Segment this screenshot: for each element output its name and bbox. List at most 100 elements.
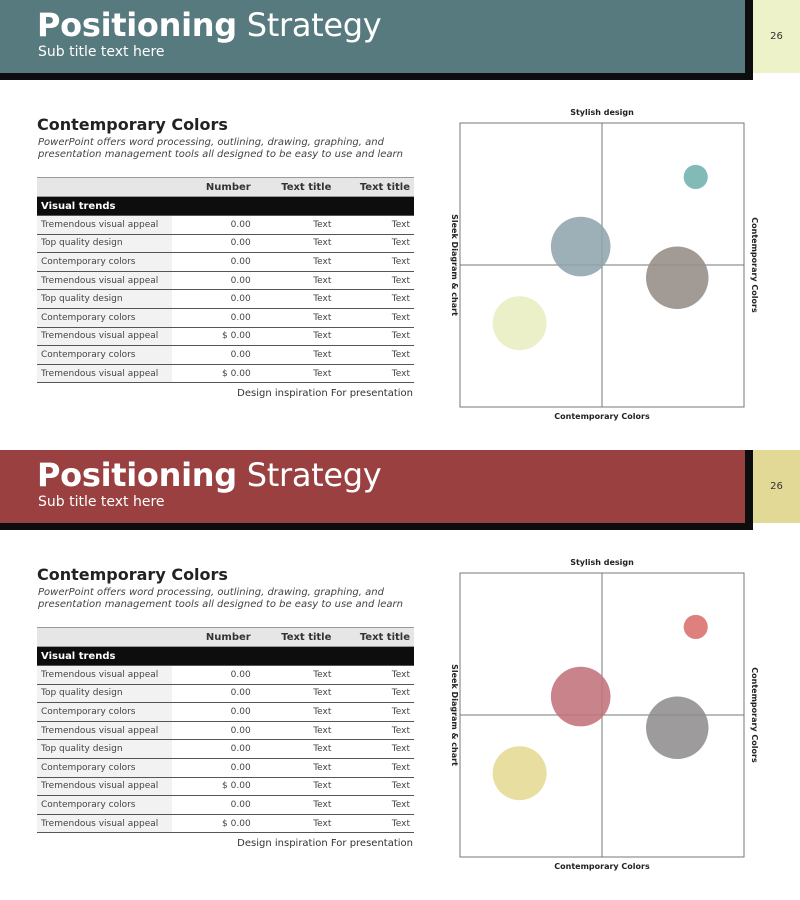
table-cell: Text bbox=[335, 721, 414, 741]
table-cell: Top quality design bbox=[37, 234, 172, 254]
table-cell: Text bbox=[335, 234, 414, 254]
table-cell: Text bbox=[254, 814, 336, 834]
table-row: Contemporary colors 0.00 Text Text bbox=[37, 252, 414, 272]
table-cell: Text bbox=[335, 777, 414, 797]
table-cell: Text bbox=[254, 721, 336, 741]
table-cell: 0.00 bbox=[171, 721, 255, 741]
page-number: 26 bbox=[753, 450, 800, 523]
section-description: PowerPoint offers word processing, outli… bbox=[38, 137, 403, 160]
table-cell: 0.00 bbox=[171, 234, 255, 254]
header-divider bbox=[745, 0, 753, 80]
column-header: Text title bbox=[335, 627, 414, 647]
table-cell: Text bbox=[335, 345, 414, 365]
group-row: Visual trends bbox=[37, 646, 414, 666]
title-bold: Positioning bbox=[37, 456, 237, 494]
table-cell: 0.00 bbox=[171, 665, 255, 685]
table-cell: Text bbox=[254, 252, 336, 272]
table-cell: Text bbox=[335, 327, 414, 347]
data-table: Number Text title Text title Visual trends T… bbox=[37, 177, 414, 384]
slide-header: Positioning Strategy Sub title text here bbox=[0, 0, 745, 73]
slide-subtitle: Sub title text here bbox=[38, 494, 165, 510]
table-cell: Text bbox=[254, 289, 336, 309]
axis-label-left: Sleek Diagram & chart bbox=[450, 664, 459, 766]
table-row: Tremendous visual appeal 0.00 Text Text bbox=[37, 665, 414, 685]
table-cell: Text bbox=[254, 758, 336, 778]
table-row: Tremendous visual appeal 0.00 Text Text bbox=[37, 271, 414, 291]
table-cell: Text bbox=[254, 327, 336, 347]
table-row: Contemporary colors 0.00 Text Text bbox=[37, 702, 414, 722]
bubble-1 bbox=[683, 164, 708, 190]
group-row: Visual trends bbox=[37, 196, 414, 216]
table-cell: Contemporary colors bbox=[37, 702, 172, 722]
table-row: Tremendous visual appeal $ 0.00 Text Text bbox=[37, 327, 414, 347]
axis-label-top: Stylish design bbox=[570, 108, 634, 117]
table-cell: Text bbox=[335, 702, 414, 722]
table-row: Tremendous visual appeal 0.00 Text Text bbox=[37, 721, 414, 741]
axis-label-left: Sleek Diagram & chart bbox=[450, 214, 459, 316]
table-cell: $ 0.00 bbox=[171, 364, 255, 384]
table-cell: Text bbox=[335, 215, 414, 235]
table-cell: Text bbox=[335, 684, 414, 704]
table-cell: Text bbox=[335, 289, 414, 309]
table-cell: 0.00 bbox=[171, 271, 255, 291]
table-cell: Top quality design bbox=[37, 289, 172, 309]
table-cell: Tremendous visual appeal bbox=[37, 814, 172, 834]
column-header bbox=[37, 627, 172, 647]
axis-label-bottom: Contemporary Colors bbox=[554, 412, 650, 421]
column-header: Text title bbox=[254, 177, 336, 197]
table-row: Tremendous visual appeal $ 0.00 Text Text bbox=[37, 814, 414, 834]
table-cell: Top quality design bbox=[37, 739, 172, 759]
table-cell: Top quality design bbox=[37, 684, 172, 704]
table-cell: 0.00 bbox=[171, 702, 255, 722]
bubble-1 bbox=[683, 614, 708, 640]
table-caption: Design inspiration For presentation bbox=[237, 388, 413, 399]
table-cell: $ 0.00 bbox=[171, 814, 255, 834]
table-row: Contemporary colors 0.00 Text Text bbox=[37, 795, 414, 815]
table-cell: Text bbox=[254, 702, 336, 722]
table-cell: Text bbox=[254, 345, 336, 365]
table-cell: Tremendous visual appeal bbox=[37, 215, 172, 235]
column-header: Text title bbox=[335, 177, 414, 197]
group-label: Visual trends bbox=[37, 646, 414, 666]
table-cell: Text bbox=[335, 252, 414, 272]
table-caption: Design inspiration For presentation bbox=[237, 838, 413, 849]
table-cell: Text bbox=[254, 308, 336, 328]
bubble-3 bbox=[646, 696, 709, 760]
table-header-row: Number Text title Text title bbox=[37, 177, 414, 197]
table-cell: 0.00 bbox=[171, 795, 255, 815]
table-row: Contemporary colors 0.00 Text Text bbox=[37, 758, 414, 778]
table-row: Tremendous visual appeal $ 0.00 Text Text bbox=[37, 364, 414, 384]
bubble-4 bbox=[492, 746, 547, 801]
slide-title: Positioning Strategy bbox=[37, 6, 382, 44]
header-underline bbox=[0, 523, 745, 530]
table-row: Top quality design 0.00 Text Text bbox=[37, 289, 414, 309]
table-cell: 0.00 bbox=[171, 252, 255, 272]
table-row: Top quality design 0.00 Text Text bbox=[37, 684, 414, 704]
section-description: PowerPoint offers word processing, outli… bbox=[38, 587, 403, 610]
title-bold: Positioning bbox=[37, 6, 237, 44]
table-cell: 0.00 bbox=[171, 758, 255, 778]
column-header bbox=[37, 177, 172, 197]
column-header: Number bbox=[171, 627, 255, 647]
table-cell: Text bbox=[254, 684, 336, 704]
slide-2: Positioning Strategy Sub title text here… bbox=[0, 450, 800, 900]
slide-title: Positioning Strategy bbox=[37, 456, 382, 494]
table-cell: 0.00 bbox=[171, 739, 255, 759]
table-cell: Text bbox=[335, 308, 414, 328]
table-row: Contemporary colors 0.00 Text Text bbox=[37, 308, 414, 328]
column-header: Text title bbox=[254, 627, 336, 647]
data-table: Number Text title Text title Visual trends T… bbox=[37, 627, 414, 834]
axis-label-right: Contemporary Colors bbox=[750, 667, 759, 763]
table-cell: Text bbox=[254, 777, 336, 797]
section-title: Contemporary Colors bbox=[37, 565, 228, 584]
table-cell: Text bbox=[335, 739, 414, 759]
table-cell: 0.00 bbox=[171, 289, 255, 309]
table-cell: Contemporary colors bbox=[37, 795, 172, 815]
axis-label-top: Stylish design bbox=[570, 558, 634, 567]
axis-label-bottom: Contemporary Colors bbox=[554, 862, 650, 871]
table-cell: Contemporary colors bbox=[37, 308, 172, 328]
table-cell: Text bbox=[254, 795, 336, 815]
table-row: Top quality design 0.00 Text Text bbox=[37, 234, 414, 254]
title-light: Strategy bbox=[246, 6, 382, 44]
slide-header: Positioning Strategy Sub title text here bbox=[0, 450, 745, 523]
